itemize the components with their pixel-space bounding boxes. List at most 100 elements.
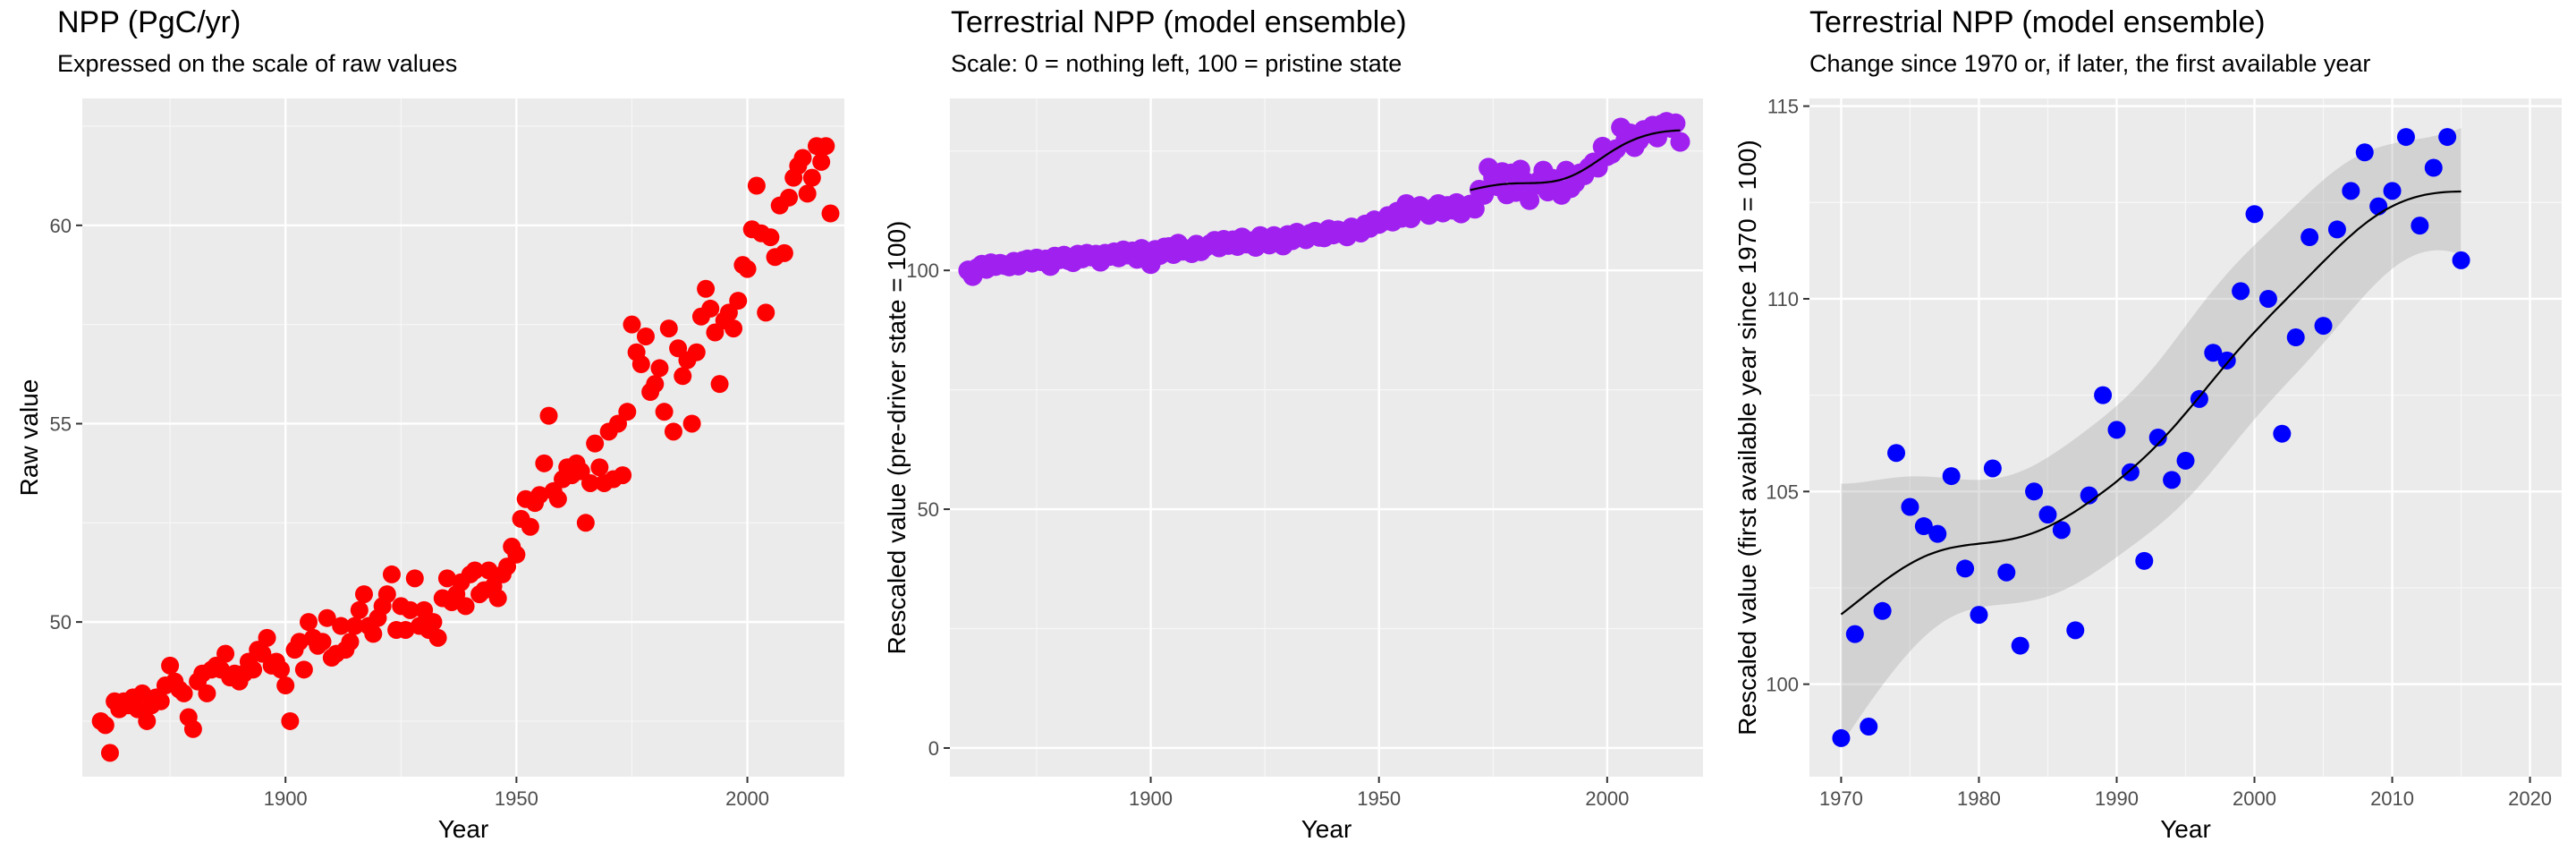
data-point (96, 716, 114, 735)
chart-subtitle: Expressed on the scale of raw values (57, 50, 458, 77)
data-point (1956, 559, 1975, 578)
data-point (636, 327, 655, 345)
data-point (2411, 217, 2429, 235)
data-point (405, 569, 424, 588)
y-tick-label: 110 (1767, 288, 1799, 310)
data-point (590, 458, 609, 477)
data-point (313, 633, 332, 651)
data-point (581, 473, 599, 492)
data-point (2232, 282, 2250, 301)
data-point (382, 565, 401, 583)
data-point (614, 466, 632, 485)
x-tick-label: 1950 (1357, 787, 1401, 810)
data-point (364, 625, 383, 643)
data-point (2176, 451, 2195, 470)
y-tick-label: 105 (1766, 481, 1799, 503)
data-point (1928, 524, 1947, 543)
x-tick-label: 1980 (1957, 787, 2001, 810)
data-point (396, 620, 415, 639)
minor-gridlines (1809, 98, 2562, 777)
y-tick-label: 0 (928, 737, 939, 760)
data-point (664, 422, 682, 441)
plot-background (950, 98, 1703, 777)
data-point (1983, 459, 2002, 478)
data-point (1942, 467, 1961, 486)
x-tick-label: 2000 (1585, 787, 1629, 810)
data-point (631, 354, 650, 373)
x-tick-label: 2000 (2233, 787, 2276, 810)
data-point (428, 628, 447, 647)
data-point (650, 359, 669, 378)
data-point (354, 585, 373, 604)
chart-3: 1970 1980 1990 2000 2010 2020 100 105 110 115 Year… (1733, 96, 2562, 843)
smooth-line (1470, 129, 1681, 191)
data-point (332, 617, 351, 635)
data-point (258, 628, 276, 647)
data-point (1520, 190, 1540, 210)
data-point (2011, 636, 2029, 655)
data-point (2314, 317, 2333, 336)
chart-1: 1900 1950 2000 50 55 60 Year Raw value (15, 98, 844, 843)
data-point (618, 403, 637, 421)
data-point (2327, 220, 2346, 239)
y-axis-label: Rescaled value (pre-driver state = 100) (883, 221, 911, 655)
data-point (697, 279, 716, 298)
data-point (701, 299, 720, 318)
x-axis-label: Year (438, 815, 489, 843)
data-point (2038, 506, 2057, 524)
data-point (576, 514, 595, 532)
data-point (2066, 621, 2085, 640)
data-point (2286, 328, 2305, 347)
data-point (341, 633, 360, 651)
data-point (2204, 344, 2223, 362)
data-point (775, 243, 793, 262)
data-point (377, 585, 396, 604)
data-point (2342, 182, 2360, 200)
data-point (623, 315, 641, 334)
x-tick-label: 1970 (1819, 787, 1863, 810)
chart-2: 1900 1950 2000 0 50 100 Year Rescaled value (pr… (883, 98, 1703, 843)
data-point (479, 561, 498, 580)
data-point (151, 692, 170, 710)
data-point (817, 137, 835, 156)
data-point (465, 561, 484, 580)
data-point (535, 454, 554, 472)
chart-title: Terrestrial NPP (model ensemble) (1809, 5, 2266, 39)
data-point (2135, 551, 2154, 570)
data-point (2163, 471, 2182, 489)
data-point (2245, 205, 2264, 224)
data-point (1665, 113, 1686, 133)
major-gridlines (950, 98, 1703, 777)
data-point (1914, 517, 1933, 536)
data-point (300, 613, 318, 632)
data-point (1901, 498, 1919, 516)
data-point (548, 489, 567, 508)
chart-title: Terrestrial NPP (model ensemble) (951, 5, 1407, 39)
y-tick-label: 55 (50, 412, 72, 435)
data-point (586, 434, 605, 453)
data-point (761, 228, 780, 247)
data-point (1997, 563, 2016, 582)
y-tick-label: 60 (50, 215, 72, 237)
data-point (687, 343, 706, 361)
y-tick-label: 50 (50, 611, 72, 634)
data-point (2273, 424, 2292, 443)
data-point (424, 613, 443, 632)
y-tick-label: 100 (1766, 674, 1799, 696)
data-point (1970, 606, 1988, 625)
data-point (2107, 421, 2126, 439)
data-point (2396, 128, 2415, 147)
data-point (2438, 128, 2457, 147)
data-point (2301, 228, 2319, 247)
data-point (161, 656, 180, 675)
y-tick-label: 100 (906, 259, 939, 282)
chart-panel-1: NPP (PgC/yr) Expressed on the scale of r… (57, 0, 844, 859)
y-tick-label: 115 (1767, 96, 1799, 118)
data-point (100, 744, 119, 762)
data-layer (1832, 128, 2470, 747)
data-point (2424, 158, 2443, 177)
x-tick-label: 2020 (2508, 787, 2552, 810)
data-point (294, 660, 313, 679)
data-point (276, 676, 295, 695)
data-point (729, 292, 748, 310)
